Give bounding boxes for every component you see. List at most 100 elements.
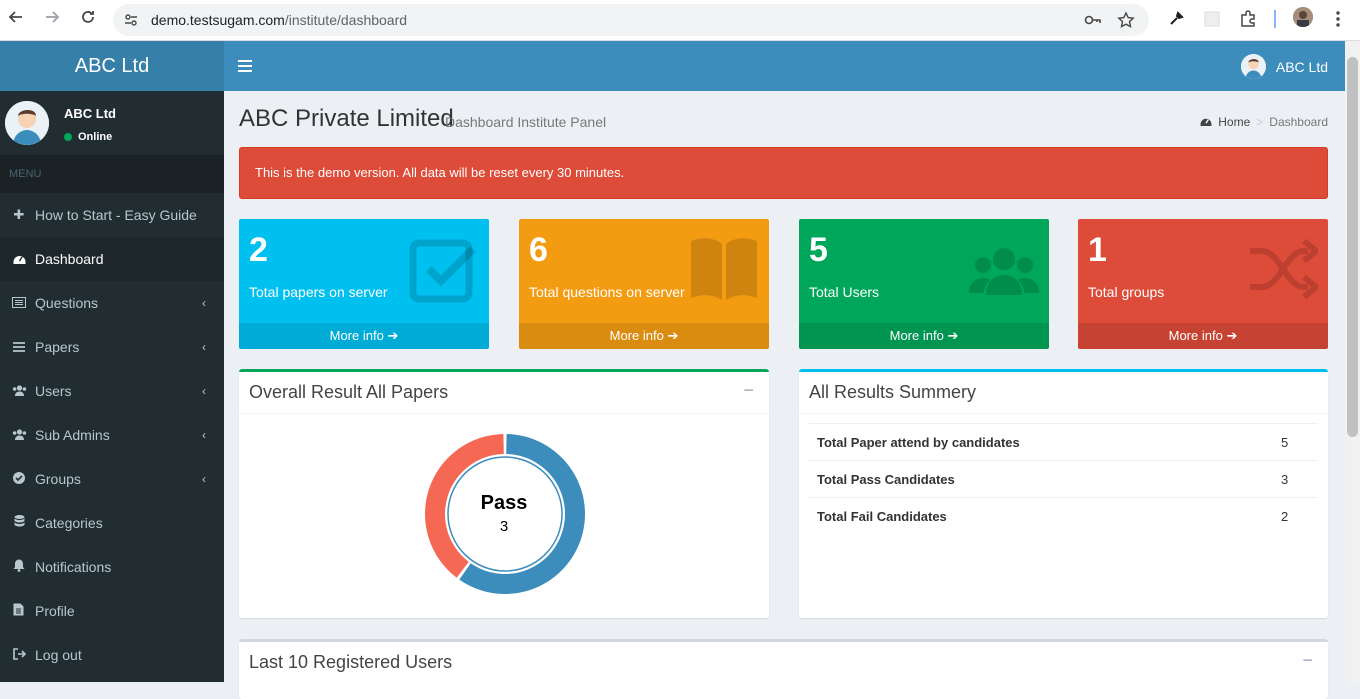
- summary-value: 5: [1281, 435, 1289, 450]
- extensions-puzzle-icon[interactable]: [1238, 9, 1258, 29]
- users-icon: [11, 384, 27, 399]
- sidebar-item-label: Papers: [35, 339, 80, 355]
- address-bar[interactable]: demo.testsugam.com/institute/dashboard: [113, 4, 1149, 36]
- book-icon: [689, 233, 759, 303]
- stat-box-groups: 1 Total groups More info ➔: [1078, 219, 1328, 349]
- eyedropper-icon[interactable]: [1166, 9, 1186, 29]
- reload-icon[interactable]: [78, 7, 98, 27]
- breadcrumb-home[interactable]: Home: [1218, 115, 1251, 129]
- url-text: demo.testsugam.com/institute/dashboard: [151, 12, 407, 28]
- avatar: [5, 101, 49, 145]
- dashboard-icon: [1200, 115, 1212, 129]
- arrow-circle-right-icon: ➔: [1226, 328, 1238, 343]
- scrollbar-thumb[interactable]: [1347, 57, 1358, 437]
- box-title: Last 10 Registered Users: [249, 652, 453, 672]
- app-header: ABC Ltd ABC Ltd: [0, 41, 1345, 91]
- box-title: Overall Result All Papers: [249, 382, 449, 402]
- donut-highlight-ring: [447, 456, 563, 572]
- table-row: Total Fail Candidates 2: [809, 497, 1318, 534]
- stat-box-questions: 6 Total questions on server More info ➔: [519, 219, 769, 349]
- sidebar-item-papers[interactable]: Papers ‹: [0, 325, 224, 369]
- sidebar-item-how-to-start[interactable]: ✚ How to Start - Easy Guide: [0, 193, 224, 237]
- user-status: Online: [64, 131, 112, 143]
- sidebar-item-label: Profile: [35, 603, 75, 619]
- table-row: Total Paper attend by candidates 5: [809, 423, 1318, 460]
- online-dot-icon: [64, 133, 72, 141]
- sidebar: ABC Ltd Online MENU ✚ How to Start - Easy…: [0, 91, 224, 682]
- summary-value: 3: [1281, 472, 1289, 487]
- sidebar-item-groups[interactable]: Groups ‹: [0, 457, 224, 501]
- stat-value: 6: [529, 231, 548, 269]
- sidebar-item-dashboard[interactable]: Dashboard: [0, 237, 224, 281]
- sidebar-item-label: Dashboard: [35, 251, 104, 267]
- sidebar-item-label: Groups: [35, 471, 81, 487]
- page-title: ABC Private Limited: [239, 105, 454, 132]
- chevron-left-icon: ‹: [202, 384, 206, 398]
- stat-value: 2: [249, 231, 268, 269]
- more-info-text: More info: [329, 328, 384, 343]
- database-icon: [11, 515, 27, 531]
- sidebar-item-label: How to Start - Easy Guide: [35, 207, 197, 223]
- users-icon: [11, 428, 27, 443]
- back-icon[interactable]: [6, 7, 26, 27]
- sidebar-item-log-out[interactable]: Log out: [0, 633, 224, 677]
- sidebar-toggle-icon[interactable]: [238, 57, 252, 75]
- list-icon: [11, 296, 27, 311]
- sidebar-item-users[interactable]: Users ‹: [0, 369, 224, 413]
- registered-users-box: Last 10 Registered Users −: [239, 639, 1328, 699]
- donut-slice-pass[interactable]: [459, 434, 585, 594]
- sidebar-item-sub-admins[interactable]: Sub Admins ‹: [0, 413, 224, 457]
- sidebar-item-label: Categories: [35, 515, 103, 531]
- page-scrollbar[interactable]: [1345, 41, 1360, 682]
- result-donut-chart: [425, 434, 585, 594]
- page-subtitle: Dashboard Institute Panel: [445, 114, 607, 130]
- chevron-left-icon: ‹: [202, 472, 206, 486]
- url-path: /institute/dashboard: [284, 12, 408, 28]
- donut-slice-fail[interactable]: [425, 434, 504, 578]
- collapse-minus-icon[interactable]: −: [743, 380, 754, 400]
- browser-toolbar: demo.testsugam.com/institute/dashboard: [0, 0, 1360, 41]
- sidebar-item-label: Log out: [35, 647, 82, 663]
- stat-label: Total Users: [809, 284, 880, 300]
- key-icon[interactable]: [1084, 12, 1102, 33]
- stat-box-papers: 2 Total papers on server More info ➔: [239, 219, 489, 349]
- more-info-text: More info: [889, 328, 944, 343]
- extension-placeholder-icon[interactable]: [1202, 9, 1222, 29]
- sidebar-item-profile[interactable]: Profile: [0, 589, 224, 633]
- forward-icon[interactable]: [42, 7, 62, 27]
- plus-icon: ✚: [13, 207, 25, 222]
- more-info-link[interactable]: More info ➔: [1078, 323, 1328, 349]
- user-panel: ABC Ltd Online: [0, 91, 224, 155]
- more-info-link[interactable]: More info ➔: [519, 323, 769, 349]
- collapse-minus-icon[interactable]: −: [1302, 650, 1313, 670]
- toolbar-divider: [1274, 10, 1276, 28]
- bookmark-star-icon[interactable]: [1117, 11, 1135, 34]
- profile-avatar[interactable]: [1293, 7, 1313, 27]
- file-icon: [11, 603, 27, 619]
- user-status-text: Online: [78, 131, 113, 143]
- app-logo[interactable]: ABC Ltd: [0, 41, 224, 91]
- more-info-text: More info: [609, 328, 664, 343]
- menu-dots-icon[interactable]: [1328, 9, 1348, 29]
- table-row: Total Pass Candidates 3: [809, 460, 1318, 497]
- breadcrumb-current: Dashboard: [1269, 115, 1328, 129]
- check-circle-icon: [11, 471, 27, 487]
- box-divider: [799, 413, 1328, 414]
- more-info-link[interactable]: More info ➔: [799, 323, 1049, 349]
- sidebar-item-categories[interactable]: Categories: [0, 501, 224, 545]
- box-title: All Results Summery: [809, 382, 977, 402]
- sidebar-item-label: Notifications: [35, 559, 112, 575]
- summary-label: Total Fail Candidates: [817, 509, 947, 524]
- sidebar-item-notifications[interactable]: Notifications: [0, 545, 224, 589]
- user-menu-name: ABC Ltd: [1275, 58, 1328, 75]
- sidebar-item-questions[interactable]: Questions ‹: [0, 281, 224, 325]
- sidebar-item-label: Sub Admins: [35, 427, 110, 443]
- chevron-left-icon: ‹: [202, 296, 206, 310]
- breadcrumb-separator: >: [1256, 115, 1264, 129]
- site-info-icon[interactable]: [123, 12, 139, 28]
- sidebar-item-label: Questions: [35, 295, 99, 311]
- more-info-link[interactable]: More info ➔: [239, 323, 489, 349]
- donut-center-label: Pass: [480, 492, 528, 514]
- user-menu[interactable]: ABC Ltd: [1240, 54, 1328, 79]
- main-content: ABC Private Limited Dashboard Institute …: [224, 91, 1345, 699]
